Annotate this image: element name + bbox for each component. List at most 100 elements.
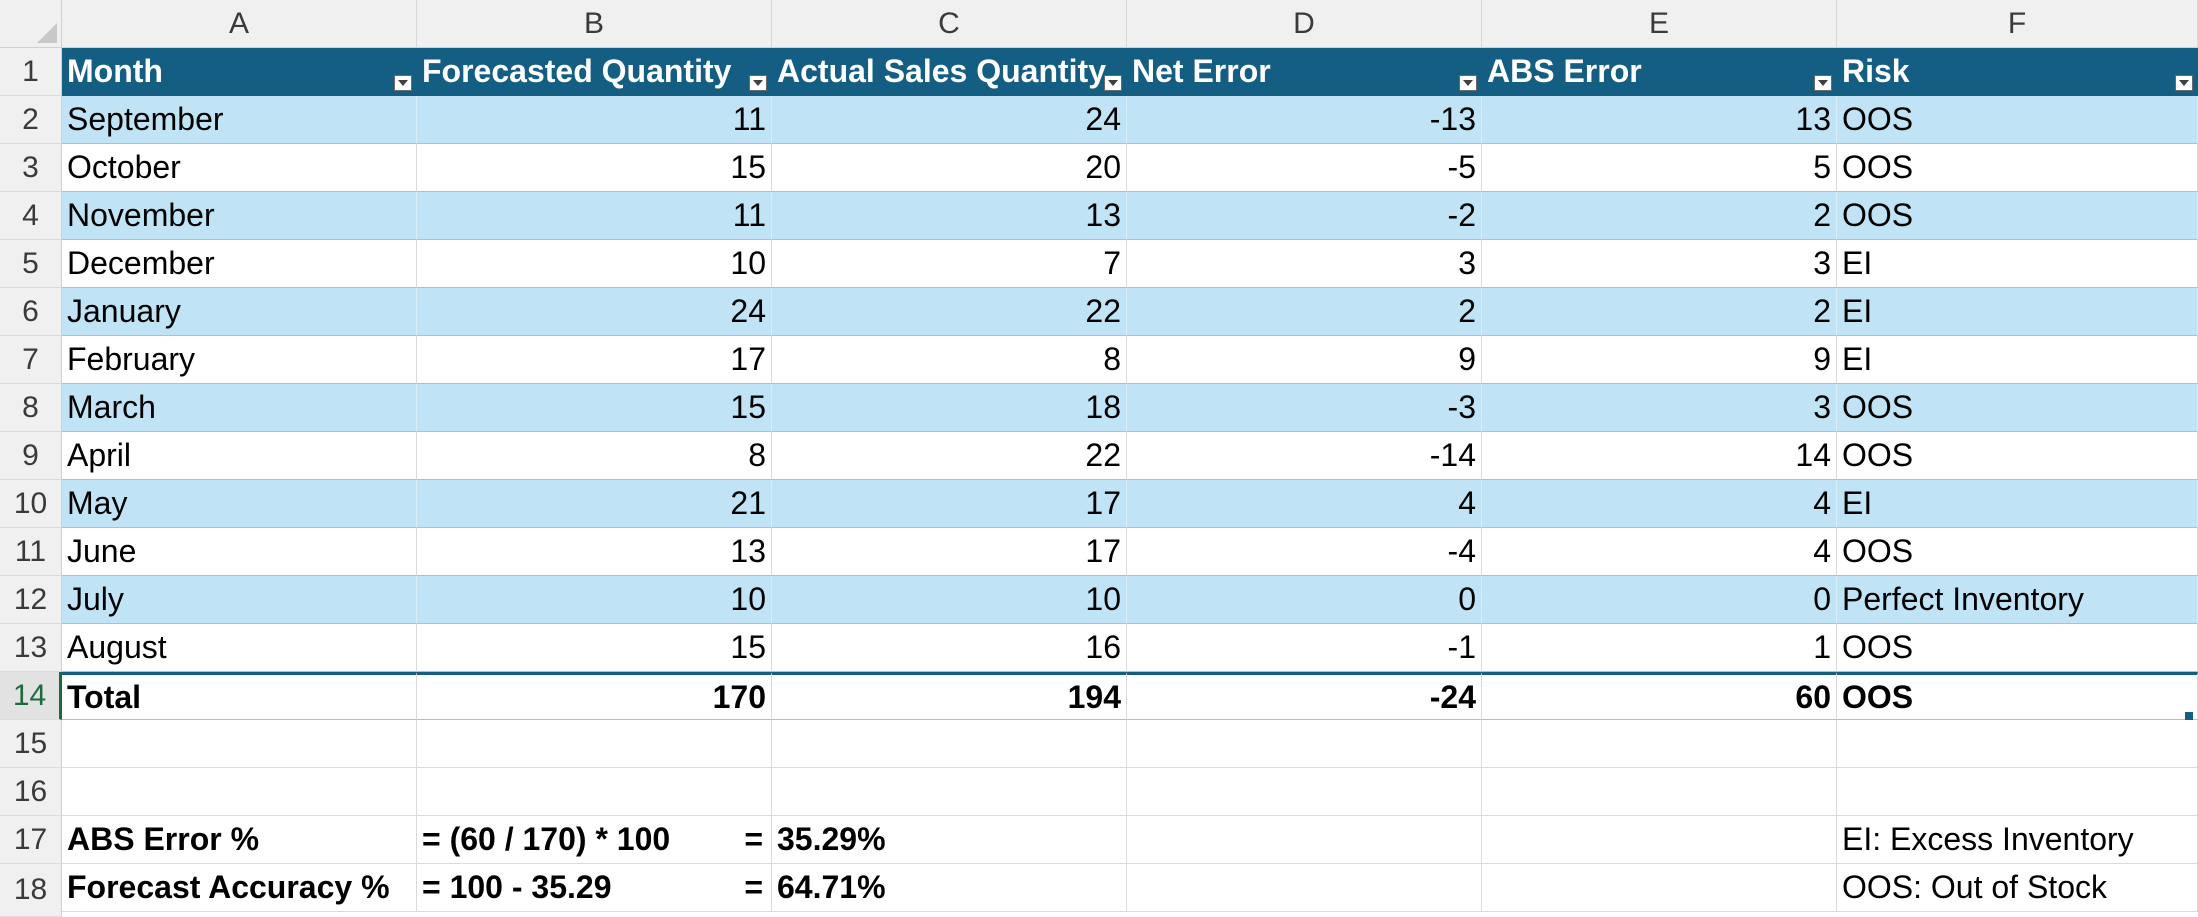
row-header-9[interactable]: 9 bbox=[0, 432, 62, 480]
cell-month[interactable]: June bbox=[62, 528, 417, 576]
cell-month[interactable]: July bbox=[62, 576, 417, 624]
cell-forecast[interactable]: 24 bbox=[417, 288, 772, 336]
cell-actual[interactable]: 13 bbox=[772, 192, 1127, 240]
empty-cell[interactable] bbox=[772, 768, 1127, 816]
cell-net-error[interactable]: -14 bbox=[1127, 432, 1482, 480]
cell-risk[interactable]: EI bbox=[1837, 240, 2198, 288]
cell-month[interactable]: May bbox=[62, 480, 417, 528]
cell-forecast[interactable]: 21 bbox=[417, 480, 772, 528]
column-header-a[interactable]: A bbox=[62, 0, 417, 48]
cell-forecast[interactable]: 17 bbox=[417, 336, 772, 384]
row-header-15[interactable]: 15 bbox=[0, 720, 62, 768]
cell-actual[interactable]: 22 bbox=[772, 288, 1127, 336]
header-cell-actual[interactable]: Actual Sales Quantity bbox=[772, 48, 1127, 96]
cell-month[interactable]: October bbox=[62, 144, 417, 192]
row-header-16[interactable]: 16 bbox=[0, 768, 62, 816]
cell-actual[interactable]: 20 bbox=[772, 144, 1127, 192]
abs-error-pct-value[interactable]: 35.29% bbox=[772, 816, 1127, 864]
cell-abs-error[interactable]: 9 bbox=[1482, 336, 1837, 384]
empty-cell[interactable] bbox=[1127, 864, 1482, 912]
row-header-12[interactable]: 12 bbox=[0, 576, 62, 624]
select-all-corner[interactable] bbox=[0, 0, 62, 48]
empty-cell[interactable] bbox=[1127, 768, 1482, 816]
cell-actual[interactable]: 7 bbox=[772, 240, 1127, 288]
filter-dropdown-icon[interactable] bbox=[394, 75, 412, 91]
filter-dropdown-icon[interactable] bbox=[2175, 75, 2193, 91]
row-header-5[interactable]: 5 bbox=[0, 240, 62, 288]
abs-error-pct-label[interactable]: ABS Error % bbox=[62, 816, 417, 864]
cell-net-error[interactable]: -5 bbox=[1127, 144, 1482, 192]
cell-actual[interactable]: 18 bbox=[772, 384, 1127, 432]
cell-abs-error[interactable]: 2 bbox=[1482, 192, 1837, 240]
row-header-3[interactable]: 3 bbox=[0, 144, 62, 192]
cell-abs-error[interactable]: 2 bbox=[1482, 288, 1837, 336]
column-header-e[interactable]: E bbox=[1482, 0, 1837, 48]
empty-cell[interactable] bbox=[1837, 768, 2198, 816]
total-actual[interactable]: 194 bbox=[772, 672, 1127, 720]
filter-dropdown-icon[interactable] bbox=[1104, 75, 1122, 91]
cell-forecast[interactable]: 15 bbox=[417, 624, 772, 672]
cell-net-error[interactable]: -3 bbox=[1127, 384, 1482, 432]
cell-actual[interactable]: 16 bbox=[772, 624, 1127, 672]
header-cell-month[interactable]: Month bbox=[62, 48, 417, 96]
row-header-7[interactable]: 7 bbox=[0, 336, 62, 384]
cell-abs-error[interactable]: 4 bbox=[1482, 528, 1837, 576]
cell-risk[interactable]: OOS bbox=[1837, 624, 2198, 672]
cell-abs-error[interactable]: 4 bbox=[1482, 480, 1837, 528]
legend-ei[interactable]: EI: Excess Inventory bbox=[1837, 816, 2198, 864]
cell-forecast[interactable]: 15 bbox=[417, 384, 772, 432]
legend-oos[interactable]: OOS: Out of Stock bbox=[1837, 864, 2198, 912]
cell-actual[interactable]: 22 bbox=[772, 432, 1127, 480]
row-header-13[interactable]: 13 bbox=[0, 624, 62, 672]
cell-forecast[interactable]: 8 bbox=[417, 432, 772, 480]
cell-risk[interactable]: OOS bbox=[1837, 528, 2198, 576]
cell-month[interactable]: August bbox=[62, 624, 417, 672]
cell-actual[interactable]: 17 bbox=[772, 528, 1127, 576]
empty-cell[interactable] bbox=[417, 720, 772, 768]
cell-month[interactable]: January bbox=[62, 288, 417, 336]
cell-abs-error[interactable]: 13 bbox=[1482, 96, 1837, 144]
cell-abs-error[interactable]: 3 bbox=[1482, 384, 1837, 432]
cell-abs-error[interactable]: 0 bbox=[1482, 576, 1837, 624]
forecast-accuracy-formula[interactable]: = 100 - 35.29 = bbox=[417, 864, 772, 912]
cell-forecast[interactable]: 13 bbox=[417, 528, 772, 576]
forecast-accuracy-label[interactable]: Forecast Accuracy % bbox=[62, 864, 417, 912]
cell-net-error[interactable]: 3 bbox=[1127, 240, 1482, 288]
empty-cell[interactable] bbox=[1482, 816, 1837, 864]
row-header-11[interactable]: 11 bbox=[0, 528, 62, 576]
cell-risk[interactable]: OOS bbox=[1837, 192, 2198, 240]
cell-month[interactable]: February bbox=[62, 336, 417, 384]
cell-net-error[interactable]: -2 bbox=[1127, 192, 1482, 240]
forecast-accuracy-value[interactable]: 64.71% bbox=[772, 864, 1127, 912]
row-header-18[interactable]: 18 bbox=[0, 864, 62, 917]
cell-risk[interactable]: OOS bbox=[1837, 432, 2198, 480]
cell-risk[interactable]: OOS bbox=[1837, 144, 2198, 192]
cell-net-error[interactable]: 4 bbox=[1127, 480, 1482, 528]
cell-abs-error[interactable]: 1 bbox=[1482, 624, 1837, 672]
cell-actual[interactable]: 8 bbox=[772, 336, 1127, 384]
empty-cell[interactable] bbox=[1837, 720, 2198, 768]
filter-dropdown-icon[interactable] bbox=[1814, 75, 1832, 91]
cell-month[interactable]: March bbox=[62, 384, 417, 432]
total-net-error[interactable]: -24 bbox=[1127, 672, 1482, 720]
cell-risk[interactable]: EI bbox=[1837, 480, 2198, 528]
empty-cell[interactable] bbox=[417, 768, 772, 816]
cell-month[interactable]: November bbox=[62, 192, 417, 240]
column-header-f[interactable]: F bbox=[1837, 0, 2198, 48]
header-cell-abs-error[interactable]: ABS Error bbox=[1482, 48, 1837, 96]
cell-risk[interactable]: EI bbox=[1837, 336, 2198, 384]
cell-actual[interactable]: 10 bbox=[772, 576, 1127, 624]
row-header-17[interactable]: 17 bbox=[0, 816, 62, 864]
cell-abs-error[interactable]: 5 bbox=[1482, 144, 1837, 192]
header-cell-forecast[interactable]: Forecasted Quantity bbox=[417, 48, 772, 96]
column-header-d[interactable]: D bbox=[1127, 0, 1482, 48]
abs-error-pct-formula[interactable]: = (60 / 170) * 100 = bbox=[417, 816, 772, 864]
cell-forecast[interactable]: 11 bbox=[417, 192, 772, 240]
total-risk[interactable]: OOS bbox=[1837, 672, 2198, 720]
cell-month[interactable]: April bbox=[62, 432, 417, 480]
total-forecast[interactable]: 170 bbox=[417, 672, 772, 720]
column-header-c[interactable]: C bbox=[772, 0, 1127, 48]
cell-month[interactable]: September bbox=[62, 96, 417, 144]
cell-forecast[interactable]: 11 bbox=[417, 96, 772, 144]
cell-risk[interactable]: OOS bbox=[1837, 384, 2198, 432]
